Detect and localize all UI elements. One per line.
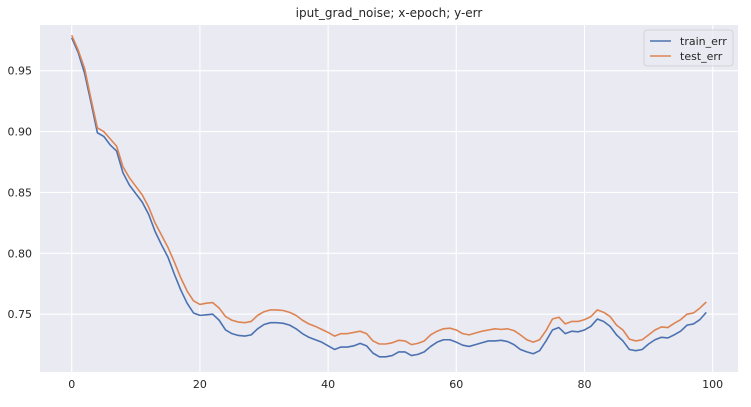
x-tick-label: 60 — [449, 378, 463, 391]
x-tick-label: 20 — [193, 378, 207, 391]
series-lines — [70, 35, 707, 358]
y-tick-label: 0.75 — [8, 308, 33, 321]
legend-label-test-err: test_err — [680, 50, 723, 63]
y-tick-label: 0.85 — [8, 186, 33, 199]
x-axis-ticks: 0 20 40 60 80 100 — [68, 378, 723, 391]
series-line-test-err — [70, 35, 707, 346]
y-tick-label: 0.95 — [8, 65, 33, 78]
legend-box — [643, 29, 734, 67]
grid-lines — [40, 25, 738, 372]
y-axis-ticks: 0.75 0.80 0.85 0.90 0.95 — [8, 65, 33, 322]
series-line-train-err — [70, 37, 707, 358]
legend: train_err test_err — [643, 29, 734, 67]
x-tick-label: 0 — [68, 378, 75, 391]
x-tick-label: 40 — [321, 378, 335, 391]
x-tick-label: 80 — [577, 378, 591, 391]
chart-title: iput_grad_noise; x-epoch; y-err — [296, 6, 483, 20]
y-tick-label: 0.80 — [8, 247, 33, 260]
x-tick-label: 100 — [702, 378, 723, 391]
legend-label-train-err: train_err — [680, 35, 727, 48]
y-tick-label: 0.90 — [8, 126, 33, 139]
